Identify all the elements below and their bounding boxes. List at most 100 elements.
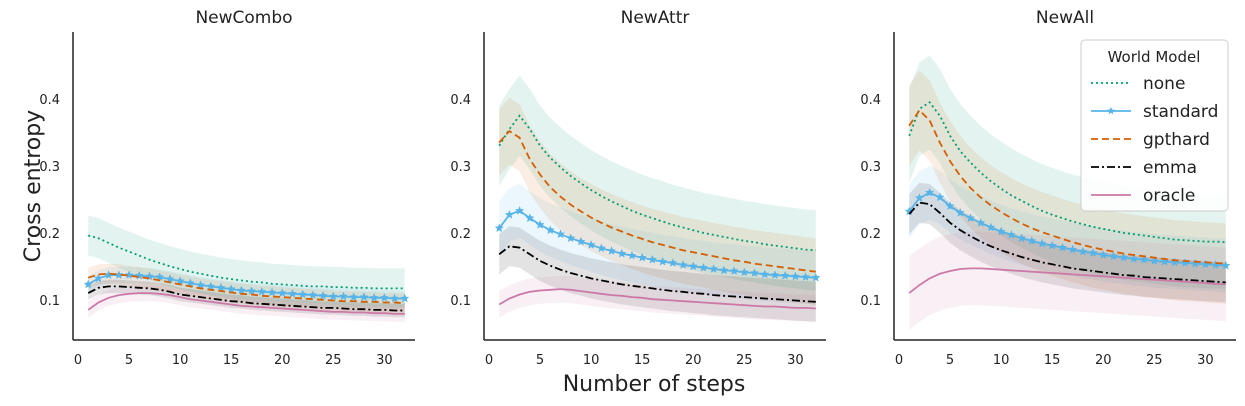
marker-standard bbox=[1067, 244, 1078, 254]
marker-standard bbox=[1088, 248, 1098, 257]
marker-standard bbox=[185, 278, 195, 288]
marker-standard bbox=[1139, 254, 1149, 264]
x-tick-label: 20 bbox=[274, 353, 291, 368]
x-tick-label: 25 bbox=[1146, 353, 1163, 368]
legend-label-emma: emma bbox=[1143, 158, 1197, 178]
panel-newall: NewAll 0.1 0.2 0.3 0.4 0 5 10 15 20 25 30 bbox=[860, 8, 1236, 368]
marker-standard bbox=[1149, 256, 1159, 265]
marker-standard bbox=[935, 192, 945, 202]
x-tick-label: 0 bbox=[74, 353, 82, 368]
marker-standard bbox=[1159, 256, 1170, 266]
line-oracle bbox=[87, 292, 405, 315]
panel-title: NewCombo bbox=[195, 8, 292, 28]
line-none bbox=[908, 101, 1226, 244]
marker-standard bbox=[596, 243, 606, 253]
marker-standard bbox=[811, 272, 821, 282]
marker-standard bbox=[627, 250, 637, 260]
marker-standard bbox=[400, 293, 410, 303]
marker-standard bbox=[965, 213, 976, 223]
x-tick-label: 10 bbox=[172, 353, 189, 368]
legend-label-gpthard: gpthard bbox=[1143, 130, 1210, 150]
marker-standard bbox=[945, 201, 955, 211]
marker-standard bbox=[637, 252, 647, 262]
marker-standard bbox=[800, 272, 811, 282]
marker-standard bbox=[1016, 233, 1027, 243]
line-gpthard bbox=[498, 129, 816, 273]
marker-standard bbox=[976, 217, 986, 227]
line-oracle bbox=[908, 267, 1226, 294]
marker-standard bbox=[986, 222, 996, 232]
legend-items: none standard gpthard emma oracle bbox=[1091, 74, 1218, 206]
marker-standard bbox=[924, 187, 935, 197]
marker-standard bbox=[338, 291, 349, 301]
marker-standard bbox=[688, 261, 698, 271]
marker-standard bbox=[657, 256, 668, 266]
x-tick-label: 0 bbox=[485, 353, 493, 368]
marker-standard bbox=[566, 233, 576, 243]
marker-standard bbox=[389, 293, 400, 303]
marker-standard bbox=[206, 281, 216, 291]
marker-standard bbox=[318, 290, 328, 300]
marker-standard bbox=[1006, 229, 1016, 239]
marker-standard bbox=[226, 284, 236, 294]
x-tick-label: 0 bbox=[895, 353, 903, 368]
marker-standard bbox=[369, 292, 379, 302]
marker-standard bbox=[749, 268, 760, 278]
x-tick-label: 15 bbox=[1044, 353, 1061, 368]
marker-standard bbox=[1027, 236, 1037, 245]
marker-standard bbox=[678, 260, 688, 269]
marker-standard bbox=[287, 288, 298, 298]
band-gpthard bbox=[909, 70, 1226, 304]
line-oracle bbox=[498, 288, 816, 310]
y-tick-label: 0.2 bbox=[39, 227, 60, 242]
marker-standard bbox=[379, 292, 390, 302]
marker-standard bbox=[124, 270, 134, 280]
panel-title: NewAttr bbox=[621, 8, 690, 28]
legend-label-none: none bbox=[1143, 74, 1185, 94]
marker-standard bbox=[236, 285, 247, 295]
marker-standard bbox=[134, 270, 144, 280]
band-none bbox=[499, 75, 816, 291]
marker-standard bbox=[216, 282, 226, 292]
marker-standard bbox=[739, 267, 749, 277]
y-tick-label: 0.3 bbox=[450, 160, 471, 175]
marker-standard bbox=[308, 290, 318, 300]
line-emma bbox=[908, 201, 1226, 284]
line-gpthard bbox=[908, 108, 1226, 265]
x-tick-label: 10 bbox=[583, 353, 600, 368]
marker-standard bbox=[155, 272, 165, 282]
marker-standard bbox=[144, 271, 155, 281]
marker-standard bbox=[729, 266, 739, 275]
band-emma bbox=[499, 226, 816, 322]
marker-standard bbox=[1108, 251, 1119, 261]
marker-standard bbox=[525, 213, 535, 223]
line-gpthard bbox=[87, 272, 405, 305]
x-tick-label: 25 bbox=[325, 353, 342, 368]
y-tick-label: 0.1 bbox=[39, 294, 60, 309]
marker-standard bbox=[349, 292, 359, 302]
marker-standard bbox=[1221, 260, 1231, 270]
marker-standard bbox=[504, 209, 515, 219]
marker-standard bbox=[328, 291, 338, 301]
marker-standard bbox=[267, 287, 277, 297]
panel-newcombo: NewCombo 0.1 0.2 0.3 0.4 0 5 10 15 20 25 30 bbox=[39, 8, 415, 368]
marker-standard bbox=[1129, 254, 1139, 263]
x-tick-label: 10 bbox=[993, 353, 1010, 368]
marker-standard bbox=[709, 264, 719, 273]
y-tick-label: 0.1 bbox=[860, 294, 881, 309]
marker-standard bbox=[1119, 252, 1129, 262]
marker-standard bbox=[555, 229, 566, 239]
legend-label-oracle: oracle bbox=[1143, 186, 1195, 206]
y-tick-label: 0.4 bbox=[450, 93, 471, 108]
marker-standard bbox=[277, 288, 287, 298]
marker-standard bbox=[996, 226, 1006, 236]
x-tick-label: 5 bbox=[536, 353, 544, 368]
marker-standard bbox=[494, 223, 504, 233]
marker-standard bbox=[83, 279, 93, 289]
y-tick-label: 0.1 bbox=[450, 294, 471, 309]
marker-standard bbox=[790, 271, 801, 281]
x-tick-label: 20 bbox=[1095, 353, 1112, 368]
x-axis-label: Number of steps bbox=[563, 372, 746, 397]
legend-marker-standard bbox=[1107, 106, 1115, 115]
